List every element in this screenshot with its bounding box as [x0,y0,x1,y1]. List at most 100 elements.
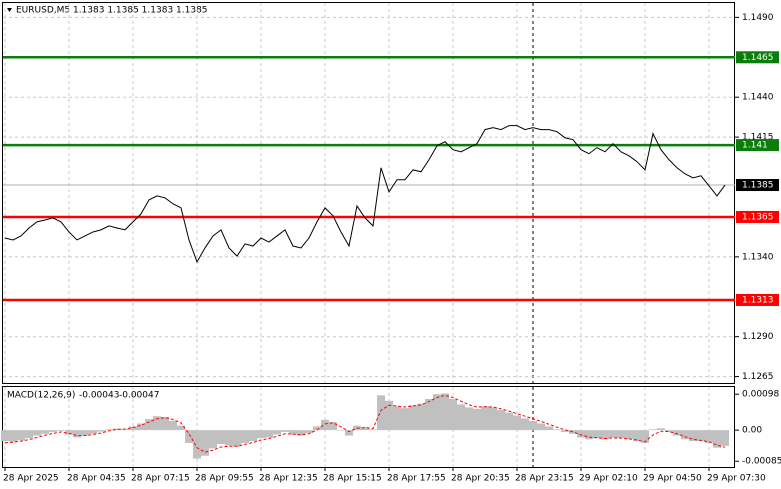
macd-bar [185,430,193,443]
macd-bar [145,419,153,431]
macd-bar [209,430,217,449]
macd-bar [49,430,57,432]
macd-bar [329,422,337,431]
x-tick-label: 28 Apr 15:15 [323,474,382,484]
macd-bar [577,430,585,438]
macd-bar [281,430,289,432]
x-tick-label: 28 Apr 20:35 [451,474,510,484]
macd-bar [17,430,25,441]
macd-bar [497,409,505,431]
y-tick-label: 1.1415 [742,133,774,143]
x-tick-label: 28 Apr 04:35 [67,474,126,484]
macd-bar [9,430,17,442]
macd-bar [265,430,273,438]
macd-bar [673,430,681,436]
macd-bar [305,430,313,434]
macd-bar [489,407,497,431]
macd-bar [161,416,169,431]
menu-arrow[interactable] [7,8,12,12]
macd-bar [425,398,433,431]
macd-bar [641,430,649,443]
macd-bar [681,430,689,440]
macd-bar [697,430,705,442]
macd-bar [601,430,609,440]
level-label: 1.1365 [742,212,774,222]
level-label-box [736,139,779,152]
macd-bar [713,430,721,448]
x-tick-label: 28 Apr 09:55 [195,474,254,484]
macd-bar [257,430,265,439]
macd-bar [81,430,89,436]
macd-bar [417,403,425,431]
macd-bar [585,430,593,440]
macd-bar [337,430,345,431]
signal-line [4,394,726,453]
macd-title: MACD(12,26,9) [7,391,75,401]
x-tick-label: 28 Apr 17:55 [387,474,446,484]
macd-bar [321,419,329,431]
macd-bar [177,425,185,431]
macd-bar [241,430,249,443]
macd-bar [457,404,465,431]
macd-bar [129,426,137,431]
macd-bar [89,430,97,434]
macd-bar [345,430,353,436]
macd-bar [169,420,177,431]
macd-bar [193,430,201,459]
macd-bar [545,426,553,431]
level-label: 1.1465 [742,53,774,63]
macd-bar [665,430,673,432]
macd-bar [377,395,385,431]
macd-bar [73,430,81,438]
macd-bar [521,418,529,431]
macd-bar [361,427,369,431]
level-label: 1.141 [742,141,768,151]
y-tick-label: 1.1440 [742,93,774,103]
y-tick-label: 1.1340 [742,252,774,262]
macd-bar [25,430,33,439]
macd-bar [201,430,209,456]
macd-bar [449,398,457,431]
level-label-box [736,293,779,306]
macd-bar [609,430,617,438]
level-label: 1.1313 [742,295,774,305]
x-tick-label: 28 Apr 23:15 [515,474,574,484]
macd-bar [537,423,545,431]
y-tick-label: 1.1490 [742,13,774,23]
macd-bar [529,420,537,431]
macd-bar [409,405,417,431]
macd-bar [105,429,113,431]
last-price-label: 1.1385 [742,181,774,191]
macd-bar [401,408,409,431]
macd-bar [617,430,625,439]
chart-title: EURUSD,M5 1.1383 1.1385 1.1383 1.1385 [16,6,208,16]
macd-bar [249,430,257,442]
macd-bar [569,430,577,434]
macd-bar [97,430,105,432]
macd-bar [385,400,393,431]
macd-bar [113,428,121,431]
macd-bar [705,430,713,443]
macd-bar [65,430,73,435]
macd-bar [721,430,729,446]
macd-frame [2,386,735,468]
macd-bar [57,430,65,431]
price-line-series [4,125,726,264]
macd-bar [553,429,561,431]
y-tick-label: 1.1265 [742,372,774,382]
macd-bar [649,429,657,431]
macd-bar [313,426,321,431]
macd-bar [657,428,665,431]
macd-bar [217,430,225,445]
x-tick-label: 29 Apr 07:30 [707,474,766,484]
macd-bar [633,430,641,442]
y-tick-label: 0.00098 [742,390,779,400]
macd-bar [513,415,521,431]
macd-bar [297,430,305,436]
y-tick-label: 1.1290 [742,332,774,342]
macd-bar [505,412,513,431]
macd-bar [433,394,441,431]
y-tick-label: 0.00 [742,426,762,436]
macd-bar [625,430,633,440]
